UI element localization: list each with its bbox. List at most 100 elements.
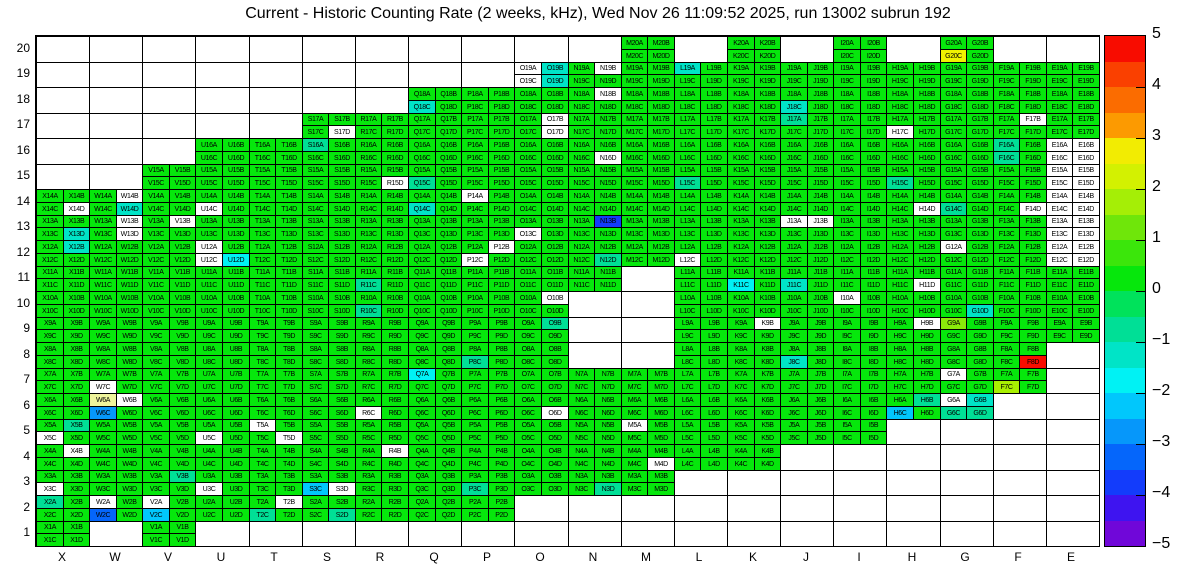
heatmap-cell: X9D [63,329,90,343]
heatmap-cell: F7C [993,380,1020,394]
heatmap-cell: U10C [195,304,223,318]
heatmap-cell: I6C [833,406,861,420]
heatmap-cell: V3C [142,482,170,496]
heatmap-cell: J8C [780,355,808,369]
heatmap-cell: G6D [966,406,994,420]
heatmap-empty-cell [727,495,781,522]
heatmap-cell: S10D [328,304,356,318]
x-axis-label: W [109,550,121,564]
heatmap-empty-cell [1046,342,1100,369]
heatmap-cell: R7C [355,380,382,394]
heatmap-empty-cell [780,495,834,522]
heatmap-cell: W2D [116,508,143,522]
heatmap-cell: E19D [1072,74,1100,88]
heatmap-cell: Q17D [435,125,462,139]
heatmap-cell: G20D [966,49,994,63]
heatmap-cell: R7D [381,380,409,394]
heatmap-cell: W10C [89,304,117,318]
heatmap-cell: L6A [674,393,701,407]
heatmap-cell: E14C [1046,202,1073,216]
heatmap-cell: Q10D [435,304,462,318]
heatmap-cell: S11D [328,278,356,292]
heatmap-cell: Q8B [435,342,462,356]
heatmap-cell: O15D [541,176,569,190]
heatmap-cell: T6A [249,393,276,407]
heatmap-cell: Q15D [435,176,462,190]
heatmap-cell: M3D [647,482,675,496]
heatmap-cell: W2A [89,495,117,509]
heatmap-cell: E14D [1072,202,1100,216]
heatmap-cell: G20B [966,36,994,50]
heatmap-cell: P8C [461,355,489,369]
heatmap-cell: J13D [807,227,834,241]
heatmap-cell: V4C [142,457,170,471]
heatmap-cell: F8D [1019,355,1047,369]
heatmap-cell: F12C [993,253,1020,267]
heatmap-cell: U16B [222,138,250,152]
heatmap-cell: H11D [913,278,941,292]
heatmap-cell: S6A [302,393,329,407]
heatmap-cell: V14C [142,202,170,216]
heatmap-empty-cell [568,495,622,522]
heatmap-cell: H17C [886,125,914,139]
colorbar-band [1105,87,1145,113]
heatmap-cell: Q17C [408,125,436,139]
heatmap-cell: R3C [355,482,382,496]
heatmap-cell: W14C [89,202,117,216]
heatmap-cell: E12C [1046,253,1073,267]
heatmap-empty-cell [833,444,887,471]
heatmap-cell: V7C [142,380,170,394]
heatmap-cell: H16C [886,151,914,165]
heatmap-cell: V10D [169,304,196,318]
colorbar-band [1105,266,1145,291]
heatmap-cell: K7D [754,380,781,394]
heatmap-cell: X8C [36,355,64,369]
x-axis-label: H [907,550,917,564]
colorbar-tick [1136,240,1145,241]
heatmap-cell: G16D [966,151,994,165]
heatmap-cell: R17C [355,125,382,139]
heatmap-cell: U7D [222,380,250,394]
heatmap-cell: N3D [594,482,622,496]
heatmap-cell: R12A [355,240,382,254]
heatmap-cell: M19C [621,74,648,88]
heatmap-cell: M16B [647,138,675,152]
heatmap-cell: N4C [568,457,595,471]
colorbar-band [1105,419,1145,444]
heatmap-empty-cell [993,444,1047,471]
colorbar-tick-label: −5 [1152,535,1171,552]
heatmap-cell: P4B [488,444,515,458]
heatmap-cell: O4D [541,457,569,471]
heatmap-cell: I10D [860,304,887,318]
heatmap-cell: H7D [913,380,941,394]
heatmap-cell: R17D [381,125,409,139]
heatmap-cell: W4B [116,444,143,458]
heatmap-cell: I20A [833,36,861,50]
heatmap-cell: E18C [1046,100,1073,114]
colorbar-band [1105,521,1145,546]
heatmap-cell: T16C [249,151,276,165]
heatmap-cell: Q2A [408,495,436,509]
heatmap-cell: W8C [89,355,117,369]
y-axis-label: 8 [23,347,30,361]
heatmap-cell: J17D [807,125,834,139]
heatmap-cell: X12C [36,253,64,267]
heatmap-cell: Q10C [408,304,436,318]
heatmap-cell: X6B [63,393,90,407]
heatmap-empty-cell [621,495,675,522]
heatmap-empty-cell [886,419,941,445]
heatmap-cell: R8C [355,355,382,369]
heatmap-empty-cell [940,470,994,496]
heatmap-cell: E18B [1072,87,1100,101]
heatmap-cell: L14A [674,189,701,203]
heatmap-cell: W7D [116,380,143,394]
heatmap-cell: H6A [886,393,914,407]
heatmap-cell: Q12A [408,240,436,254]
heatmap-empty-cell [302,521,356,547]
heatmap-cell: L18A [674,87,701,101]
heatmap-cell: N18C [568,100,595,114]
heatmap-cell: V2C [142,508,170,522]
heatmap-cell: T12C [249,253,276,267]
heatmap-cell: F17C [993,125,1020,139]
heatmap-cell: U4D [222,457,250,471]
